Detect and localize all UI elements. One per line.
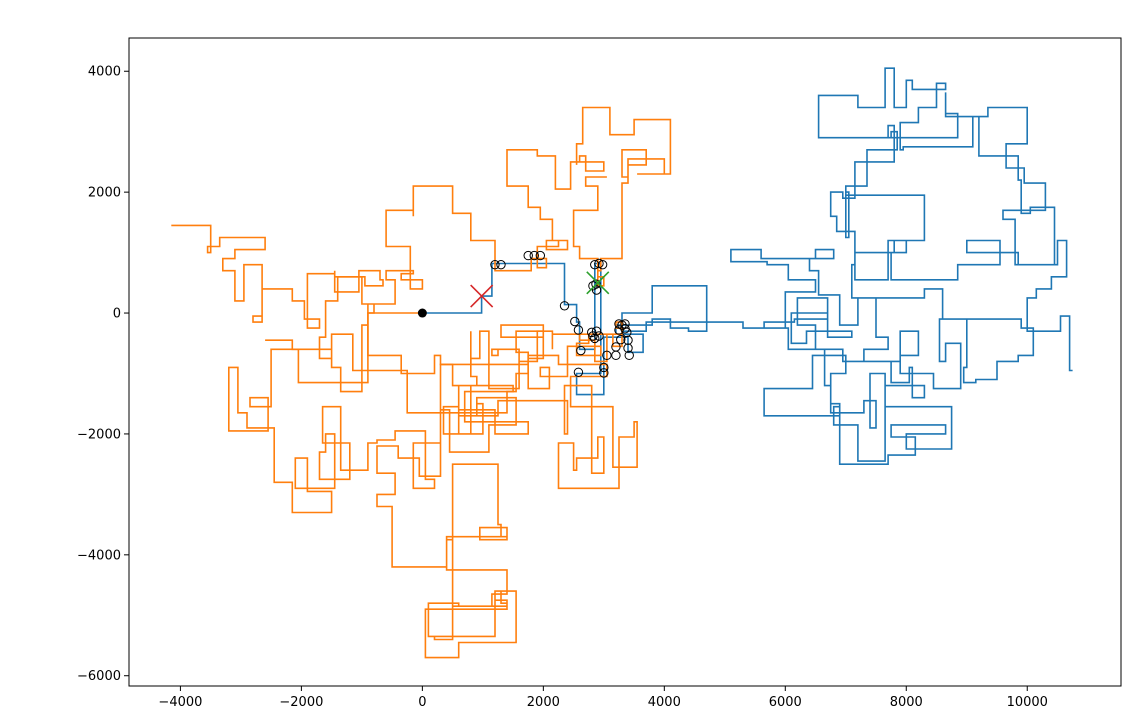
circle-marker (490, 259, 500, 270)
red-x-marker-stroke (470, 284, 494, 308)
start-marker (417, 308, 427, 318)
circle-marker (523, 250, 533, 261)
circle-marker (594, 331, 604, 341)
green-x-marker (586, 271, 610, 295)
circle-marker (587, 327, 597, 338)
circle-marker (623, 343, 633, 353)
x-tick-label: 0 (418, 695, 426, 710)
circle-marker (591, 285, 602, 295)
y-tick-label: 0 (113, 307, 121, 322)
x-tick-label: −4000 (158, 695, 202, 710)
circle-marker (620, 324, 630, 334)
axes: −4000 −2000 0 2000 4000 6000 8000 10000 −6000 −40… (77, 37, 1122, 710)
y-tick-label: −6000 (77, 669, 121, 684)
circle-marker (623, 335, 633, 345)
circle-marker (559, 301, 570, 311)
circle-marker (616, 334, 626, 345)
circle-marker (624, 350, 634, 361)
circle-marker (594, 258, 604, 269)
y-tick-label: −2000 (77, 427, 121, 442)
series-blue-line (422, 67, 1073, 465)
series-orange-line-segment (265, 106, 672, 414)
x-tick-label: 6000 (769, 695, 802, 710)
y-tick-label: 2000 (88, 186, 121, 201)
red-x-marker (470, 284, 494, 308)
x-tick-label: 8000 (890, 695, 923, 710)
circle-marker (599, 368, 609, 378)
circle-marker (614, 319, 624, 329)
plot-area (171, 67, 1073, 659)
circle-marker (599, 362, 609, 373)
circle-marker (597, 259, 608, 270)
circle-marker (588, 331, 598, 341)
series-orange-line (228, 312, 638, 659)
x-tick-label: 10000 (1007, 695, 1048, 710)
series-orange-line-segment (171, 224, 384, 329)
y-tick-label: −4000 (77, 548, 121, 563)
circle-marker (576, 345, 586, 356)
circle-marker (573, 325, 584, 335)
circle-marker (570, 316, 580, 327)
circle-marker (496, 259, 506, 270)
circle-marker (535, 250, 546, 261)
circle-marker (590, 259, 600, 270)
x-tick-label: 4000 (648, 695, 681, 710)
circle-marker (602, 350, 612, 361)
circle-marker (591, 326, 602, 336)
circle-marker (591, 279, 601, 289)
y-tick-label: 4000 (88, 65, 121, 80)
circle-marker (573, 367, 584, 377)
x-tick-label: −2000 (279, 695, 323, 710)
green-x-marker-stroke (586, 271, 610, 295)
x-tick-label: 2000 (527, 695, 560, 710)
circle-marker (611, 342, 621, 352)
axes-frame (128, 37, 1122, 687)
circle-marker (529, 250, 539, 261)
